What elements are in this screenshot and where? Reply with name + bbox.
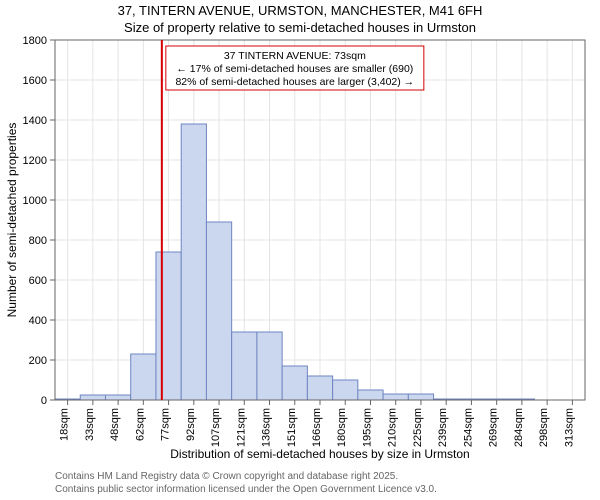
svg-text:37, TINTERN AVENUE, URMSTON, M: 37, TINTERN AVENUE, URMSTON, MANCHESTER,… — [118, 3, 483, 18]
svg-text:62sqm: 62sqm — [134, 408, 146, 441]
histogram-bar — [383, 394, 408, 400]
histogram-bar — [282, 366, 307, 400]
svg-text:48sqm: 48sqm — [109, 408, 121, 441]
svg-text:121sqm: 121sqm — [235, 408, 247, 447]
svg-text:254sqm: 254sqm — [462, 408, 474, 447]
svg-text:600: 600 — [29, 275, 47, 287]
histogram-bar — [333, 380, 358, 400]
svg-text:166sqm: 166sqm — [311, 408, 323, 447]
histogram-bar — [232, 332, 257, 400]
svg-text:107sqm: 107sqm — [210, 408, 222, 447]
histogram-bar — [105, 395, 130, 400]
chart-container: { "title_line1": "37, TINTERN AVENUE, UR… — [0, 0, 600, 500]
footer-line-1: Contains HM Land Registry data © Crown c… — [55, 471, 437, 484]
footer-attribution: Contains HM Land Registry data © Crown c… — [55, 471, 437, 496]
svg-text:195sqm: 195sqm — [361, 408, 373, 447]
svg-text:0: 0 — [41, 395, 47, 407]
histogram-bar — [206, 222, 231, 400]
svg-text:1000: 1000 — [23, 195, 47, 207]
svg-text:151sqm: 151sqm — [286, 408, 298, 447]
svg-text:77sqm: 77sqm — [160, 408, 172, 441]
svg-text:400: 400 — [29, 315, 47, 327]
svg-text:1800: 1800 — [23, 35, 47, 47]
annotation-line-3: 82% of semi-detached houses are larger (… — [175, 76, 414, 88]
svg-text:313sqm: 313sqm — [563, 408, 575, 447]
svg-text:33sqm: 33sqm — [84, 408, 96, 441]
histogram-chart: 37, TINTERN AVENUE, URMSTON, MANCHESTER,… — [0, 0, 600, 500]
svg-text:200: 200 — [29, 355, 47, 367]
svg-text:180sqm: 180sqm — [336, 408, 348, 447]
histogram-bar — [307, 376, 332, 400]
footer-line-2: Contains public sector information licen… — [55, 484, 437, 497]
svg-text:269sqm: 269sqm — [488, 408, 500, 447]
annotation-line-2: ← 17% of semi-detached houses are smalle… — [176, 63, 413, 75]
svg-text:Size of property relative to s: Size of property relative to semi-detach… — [124, 20, 476, 35]
svg-text:225sqm: 225sqm — [412, 408, 424, 447]
svg-text:92sqm: 92sqm — [185, 408, 197, 441]
histogram-bar — [257, 332, 282, 400]
svg-text:1200: 1200 — [23, 155, 47, 167]
y-axis-label: Number of semi-detached properties — [5, 123, 19, 318]
x-axis-label: Distribution of semi-detached houses by … — [170, 447, 469, 461]
histogram-bar — [80, 395, 105, 400]
svg-text:1400: 1400 — [23, 115, 47, 127]
svg-text:298sqm: 298sqm — [538, 408, 550, 447]
svg-text:136sqm: 136sqm — [261, 408, 273, 447]
histogram-bar — [408, 394, 433, 400]
histogram-bar — [131, 354, 156, 400]
svg-text:1600: 1600 — [23, 75, 47, 87]
annotation-line-1: 37 TINTERN AVENUE: 73sqm — [224, 50, 366, 62]
histogram-bar — [156, 252, 181, 400]
svg-text:239sqm: 239sqm — [437, 408, 449, 447]
svg-text:210sqm: 210sqm — [387, 408, 399, 447]
svg-text:18sqm: 18sqm — [59, 408, 71, 441]
svg-text:800: 800 — [29, 235, 47, 247]
histogram-bar — [181, 124, 206, 400]
svg-text:284sqm: 284sqm — [513, 408, 525, 447]
histogram-bar — [358, 390, 383, 400]
